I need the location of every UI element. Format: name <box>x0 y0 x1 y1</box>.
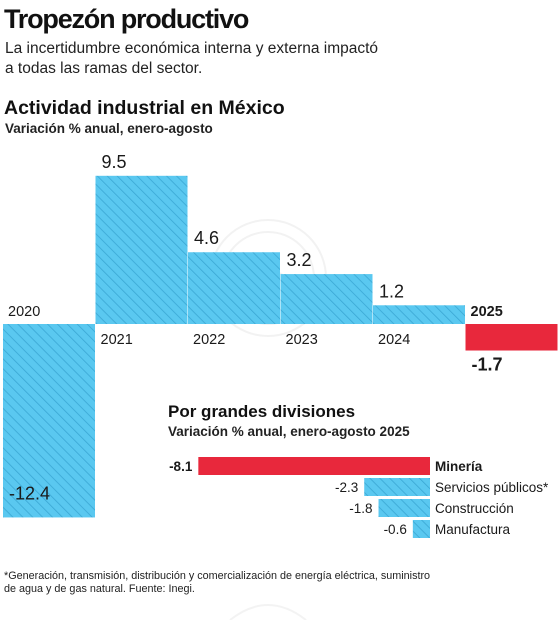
headline: Tropezón productivo <box>4 4 249 34</box>
bar-2021 <box>95 175 188 324</box>
hbar-value-label: -0.6 <box>384 522 407 537</box>
x-tick-label-2025: 2025 <box>471 304 503 320</box>
data-label-2022: 4.6 <box>194 228 219 248</box>
hbar-servicios-públicos- <box>364 478 430 496</box>
hbar-construcción <box>378 499 430 517</box>
bar-2023 <box>280 274 373 324</box>
subheadline-line-1: La incertidumbre económica interna y ext… <box>5 40 379 57</box>
hbar-category-label: Servicios públicos* <box>435 480 549 495</box>
chart2-title: Por grandes divisiones <box>168 402 356 421</box>
subheadline-line-2: a todas las ramas del sector. <box>5 60 203 77</box>
x-tick-label-2022: 2022 <box>193 332 225 348</box>
x-tick-label-2021: 2021 <box>101 332 133 348</box>
data-label-2020: -12.4 <box>9 483 50 503</box>
bar-2022 <box>188 252 280 324</box>
data-label-2023: 3.2 <box>287 250 312 270</box>
chart1-subtitle: Variación % anual, enero-agosto <box>5 121 213 136</box>
watermark-seal-bottom-icon <box>229 604 307 620</box>
bar-2024 <box>373 305 465 324</box>
footnote: *Generación, transmisión, distribución y… <box>4 570 544 596</box>
x-tick-label-2020: 2020 <box>8 304 40 320</box>
footnote-line-2: de agua y de gas natural. Fuente: Inegi. <box>4 583 195 595</box>
hbar-category-label: Construcción <box>435 501 514 516</box>
bar-2020 <box>3 324 95 518</box>
hbar-value-label: -2.3 <box>335 480 358 495</box>
footnote-line-1: *Generación, transmisión, distribución y… <box>4 570 431 582</box>
hbar-category-label: Manufactura <box>435 522 511 537</box>
data-label-2024: 1.2 <box>379 281 404 301</box>
chart2-subtitle: Variación % anual, enero-agosto 2025 <box>168 424 410 439</box>
data-label-2025: -1.7 <box>472 355 503 375</box>
data-label-2021: 9.5 <box>102 152 127 172</box>
x-tick-label-2023: 2023 <box>286 332 318 348</box>
hbar-value-label: -8.1 <box>169 459 193 474</box>
hbar-manufactura <box>412 520 430 538</box>
hbar-category-label: Minería <box>435 459 483 474</box>
hbar-minería <box>198 457 430 475</box>
bar-2025 <box>465 324 558 351</box>
x-tick-label-2024: 2024 <box>378 332 410 348</box>
hbar-value-label: -1.8 <box>349 501 372 516</box>
chart1-title: Actividad industrial en México <box>4 97 285 119</box>
